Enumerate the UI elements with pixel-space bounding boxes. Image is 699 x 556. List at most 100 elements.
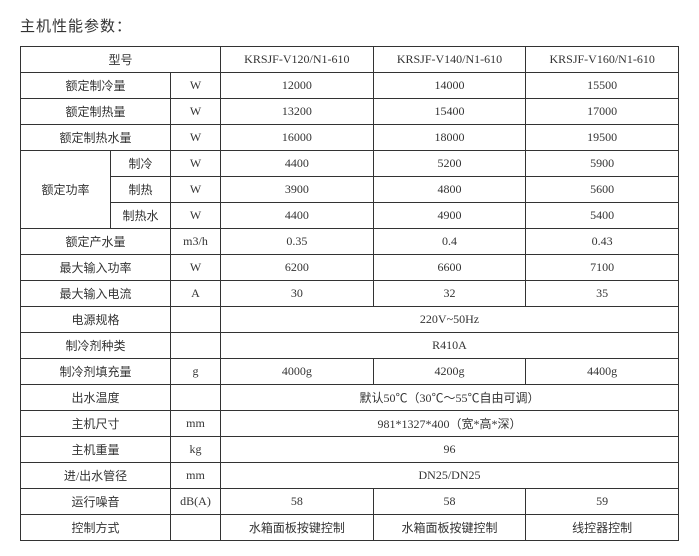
cell: 981*1327*400（宽*高*深） — [221, 411, 679, 437]
row-label: 电源规格 — [21, 307, 171, 333]
row-label: 额定制热水量 — [21, 125, 171, 151]
table-row: 主机尺寸 mm 981*1327*400（宽*高*深） — [21, 411, 679, 437]
cell: 220V~50Hz — [221, 307, 679, 333]
row-unit: W — [171, 151, 221, 177]
cell: DN25/DN25 — [221, 463, 679, 489]
cell: 水箱面板按键控制 — [373, 515, 526, 541]
row-unit: kg — [171, 437, 221, 463]
cell: 6600 — [373, 255, 526, 281]
model-col-1: KRSJF-V140/N1-610 — [373, 47, 526, 73]
cell: 线控器控制 — [526, 515, 679, 541]
cell: 4800 — [373, 177, 526, 203]
cell: 96 — [221, 437, 679, 463]
cell: 17000 — [526, 99, 679, 125]
cell: 5200 — [373, 151, 526, 177]
cell: 59 — [526, 489, 679, 515]
sub-label: 制冷 — [111, 151, 171, 177]
row-unit: W — [171, 73, 221, 99]
table-row: 控制方式 水箱面板按键控制 水箱面板按键控制 线控器控制 — [21, 515, 679, 541]
row-unit: mm — [171, 411, 221, 437]
spec-table: 型号 KRSJF-V120/N1-610 KRSJF-V140/N1-610 K… — [20, 46, 679, 541]
row-unit — [171, 385, 221, 411]
cell: 4000g — [221, 359, 374, 385]
table-row: 制冷剂填充量 g 4000g 4200g 4400g — [21, 359, 679, 385]
cell: 7100 — [526, 255, 679, 281]
cell: 16000 — [221, 125, 374, 151]
table-row: 额定制热量 W 13200 15400 17000 — [21, 99, 679, 125]
row-unit: m3/h — [171, 229, 221, 255]
row-unit: A — [171, 281, 221, 307]
row-unit: W — [171, 99, 221, 125]
cell: 18000 — [373, 125, 526, 151]
table-row: 主机重量 kg 96 — [21, 437, 679, 463]
table-row: 额定产水量 m3/h 0.35 0.4 0.43 — [21, 229, 679, 255]
cell: 4400 — [221, 203, 374, 229]
model-col-0: KRSJF-V120/N1-610 — [221, 47, 374, 73]
row-label: 制冷剂种类 — [21, 333, 171, 359]
table-row: 额定功率 制冷 W 4400 5200 5900 — [21, 151, 679, 177]
cell: 35 — [526, 281, 679, 307]
cell: 4900 — [373, 203, 526, 229]
row-unit: mm — [171, 463, 221, 489]
cell: 默认50℃（30℃～55℃自由可调） — [221, 385, 679, 411]
row-label: 制冷剂填充量 — [21, 359, 171, 385]
row-unit: W — [171, 203, 221, 229]
row-label: 主机重量 — [21, 437, 171, 463]
row-unit — [171, 515, 221, 541]
page-title: 主机性能参数： — [20, 15, 679, 36]
model-label: 型号 — [21, 47, 221, 73]
table-row: 电源规格 220V~50Hz — [21, 307, 679, 333]
header-row: 型号 KRSJF-V120/N1-610 KRSJF-V140/N1-610 K… — [21, 47, 679, 73]
row-label: 最大输入电流 — [21, 281, 171, 307]
cell: 30 — [221, 281, 374, 307]
row-label: 进/出水管径 — [21, 463, 171, 489]
cell: 0.43 — [526, 229, 679, 255]
cell: 32 — [373, 281, 526, 307]
cell: 4400 — [221, 151, 374, 177]
row-unit: g — [171, 359, 221, 385]
cell: 15500 — [526, 73, 679, 99]
table-row: 制冷剂种类 R410A — [21, 333, 679, 359]
cell: 5400 — [526, 203, 679, 229]
cell: 14000 — [373, 73, 526, 99]
row-label: 最大输入功率 — [21, 255, 171, 281]
cell: 12000 — [221, 73, 374, 99]
sub-label: 制热 — [111, 177, 171, 203]
cell: 58 — [221, 489, 374, 515]
table-row: 最大输入功率 W 6200 6600 7100 — [21, 255, 679, 281]
sub-label: 制热水 — [111, 203, 171, 229]
cell: 6200 — [221, 255, 374, 281]
row-label: 额定制热量 — [21, 99, 171, 125]
cell: 0.4 — [373, 229, 526, 255]
row-unit: W — [171, 177, 221, 203]
row-label: 额定产水量 — [21, 229, 171, 255]
row-label: 控制方式 — [21, 515, 171, 541]
table-row: 制热 W 3900 4800 5600 — [21, 177, 679, 203]
cell: 4400g — [526, 359, 679, 385]
row-label: 额定制冷量 — [21, 73, 171, 99]
table-row: 额定制热水量 W 16000 18000 19500 — [21, 125, 679, 151]
row-label: 运行噪音 — [21, 489, 171, 515]
cell: R410A — [221, 333, 679, 359]
table-row: 进/出水管径 mm DN25/DN25 — [21, 463, 679, 489]
cell: 13200 — [221, 99, 374, 125]
table-row: 最大输入电流 A 30 32 35 — [21, 281, 679, 307]
model-col-2: KRSJF-V160/N1-610 — [526, 47, 679, 73]
row-unit: dB(A) — [171, 489, 221, 515]
cell: 19500 — [526, 125, 679, 151]
row-label: 额定功率 — [21, 151, 111, 229]
row-unit: W — [171, 125, 221, 151]
cell: 58 — [373, 489, 526, 515]
row-label: 主机尺寸 — [21, 411, 171, 437]
cell: 5600 — [526, 177, 679, 203]
cell: 15400 — [373, 99, 526, 125]
row-unit — [171, 307, 221, 333]
cell: 3900 — [221, 177, 374, 203]
row-label: 出水温度 — [21, 385, 171, 411]
table-row: 额定制冷量 W 12000 14000 15500 — [21, 73, 679, 99]
cell: 水箱面板按键控制 — [221, 515, 374, 541]
cell: 4200g — [373, 359, 526, 385]
table-row: 运行噪音 dB(A) 58 58 59 — [21, 489, 679, 515]
cell: 0.35 — [221, 229, 374, 255]
row-unit — [171, 333, 221, 359]
